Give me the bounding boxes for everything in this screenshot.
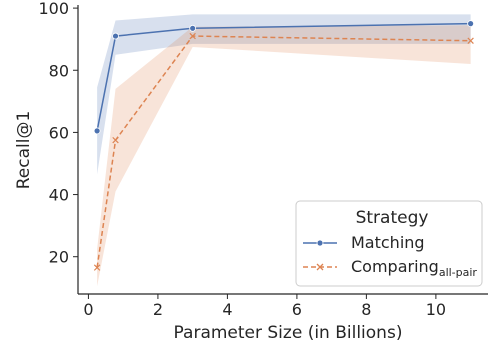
series-0-confidence-band: [97, 14, 471, 175]
legend-comparing-name: Comparing: [351, 257, 439, 276]
series-0-line: [96, 22, 471, 131]
series-0-point: [112, 32, 119, 40]
legend-matching-label: Matching: [351, 233, 425, 252]
x-tick-label: 10: [426, 300, 446, 319]
series-1-confidence-band: [97, 25, 471, 287]
y-tick-label: 100: [38, 0, 69, 18]
x-tick-label: 0: [83, 300, 93, 319]
y-tick-label: 40: [49, 186, 69, 205]
x-tick-label: 8: [361, 300, 371, 319]
series-1-point: [112, 136, 119, 144]
x-tick-label: 6: [292, 300, 302, 319]
series-0-point: [93, 127, 101, 135]
series-1-point: [93, 264, 101, 271]
series-1-point: [467, 37, 474, 44]
series-markers: [93, 20, 475, 271]
legend-comparing-marker: [316, 263, 324, 271]
series-lines: [96, 22, 471, 268]
y-tick-label: 60: [49, 123, 69, 142]
series-1-point: [189, 32, 196, 40]
legend-matching-marker: [316, 239, 324, 247]
y-tick-label: 20: [49, 248, 69, 267]
x-tick-label: 2: [153, 300, 163, 319]
legend-comparing-label: Comparingall-pair: [351, 257, 477, 279]
series-1-line: [96, 35, 471, 268]
series-0-point: [467, 20, 475, 28]
legend-comparing-subscript: all-pair: [439, 266, 478, 279]
x-axis-label: Parameter Size (in Billions): [174, 323, 403, 343]
y-axis-ticks: 20 40 60 80 100: [38, 0, 78, 267]
x-axis-ticks: 0 2 4 6 8 10: [83, 294, 446, 319]
series-0-point: [189, 24, 197, 32]
legend: Strategy Matching Comparingall-pair: [295, 200, 483, 287]
y-tick-label: 80: [49, 61, 69, 80]
y-axis-label: Recall@1: [14, 111, 34, 190]
legend-box: [295, 200, 483, 287]
legend-title: Strategy: [356, 208, 429, 228]
confidence-bands: [97, 14, 471, 287]
x-tick-label: 4: [222, 300, 232, 319]
